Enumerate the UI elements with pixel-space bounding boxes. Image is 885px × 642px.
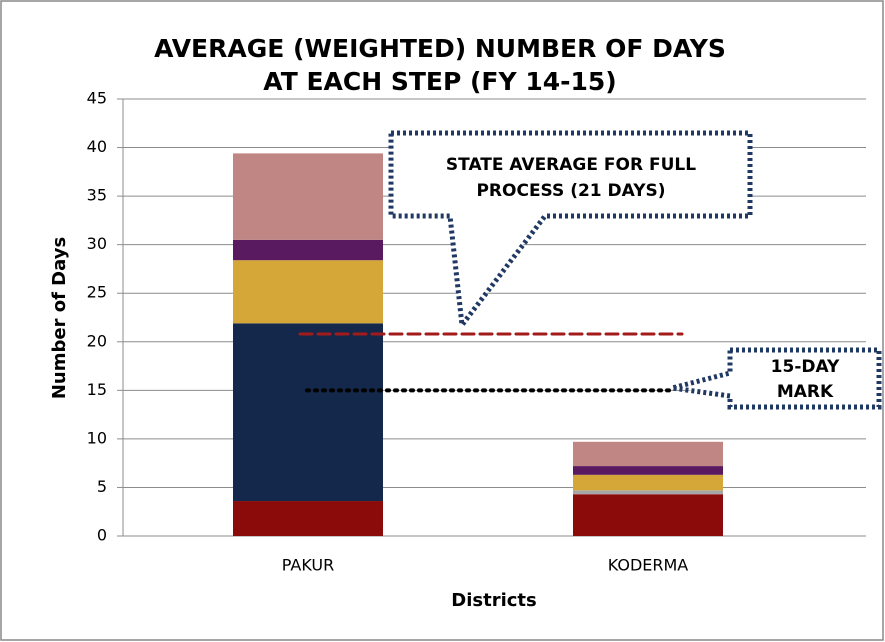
bar-segment <box>573 466 723 475</box>
annotation: STATE AVERAGE FOR FULL <box>446 155 696 175</box>
bar-segment <box>233 501 383 536</box>
plot: 0 5 10 15 20 25 30 35 40 45 PAKUR KODERMA <box>87 89 866 575</box>
y-tick-label: 15 <box>87 380 107 399</box>
x-tick-label: PAKUR <box>282 556 334 575</box>
bar-segment <box>233 153 383 240</box>
bar-segment <box>233 239 383 261</box>
y-tick-label: 20 <box>87 331 107 350</box>
y-tick-label: 40 <box>87 137 107 156</box>
bar-segment <box>233 260 383 324</box>
chart-title: AVERAGE (WEIGHTED) NUMBER OF DAYS <box>154 34 726 63</box>
y-tick-label: 10 <box>87 428 107 447</box>
annotation: PROCESS (21 DAYS) <box>476 181 665 201</box>
y-tick-label: 30 <box>87 234 107 253</box>
y-tick-label: 25 <box>87 283 107 302</box>
annotation: MARK <box>777 382 834 402</box>
y-tick-label: 0 <box>97 526 107 545</box>
y-tick-label: 5 <box>97 477 107 496</box>
bar-segment <box>573 474 723 491</box>
x-tick-label: KODERMA <box>608 556 689 575</box>
bar-segment <box>573 494 723 536</box>
x-axis-label: Districts <box>451 590 536 611</box>
callout <box>671 347 882 410</box>
y-axis-label: Number of Days <box>49 237 70 399</box>
bar-segment <box>573 490 723 495</box>
annotation: 15-DAY <box>771 357 840 377</box>
callout <box>388 130 753 332</box>
bar-segment <box>233 323 383 502</box>
y-tick-label: 35 <box>87 186 107 205</box>
y-tick-label: 45 <box>87 89 107 108</box>
bar-segment <box>573 441 723 467</box>
chart-title: AT EACH STEP (FY 14-15) <box>263 67 616 96</box>
